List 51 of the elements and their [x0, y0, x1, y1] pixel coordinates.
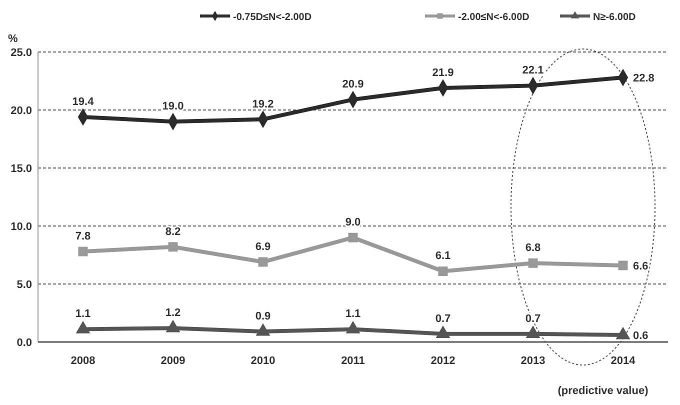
point [528, 258, 538, 268]
point [616, 326, 630, 340]
x-tick-label: 2010 [250, 355, 276, 367]
legend-label: N≥-6.00D [593, 12, 636, 23]
point [76, 320, 90, 334]
point [256, 323, 270, 336]
y-tick-label: 15.0 [10, 163, 32, 175]
data-label: 20.9 [342, 78, 364, 91]
point [618, 260, 628, 270]
data-label: 0.6 [633, 330, 648, 342]
data-label: 1.2 [165, 307, 181, 320]
x-tick-label: 2014 [610, 355, 636, 367]
data-label: 0.7 [525, 312, 541, 325]
data-label: 7.8 [75, 230, 91, 243]
x-tick-label: 2012 [430, 355, 456, 367]
data-label: 22.8 [633, 72, 654, 85]
point [436, 326, 450, 338]
point [166, 320, 180, 332]
point [348, 232, 358, 242]
point [258, 257, 268, 267]
data-label: 6.1 [435, 250, 451, 262]
y-tick-label: 10.0 [10, 221, 32, 233]
point [346, 320, 360, 334]
x-tick-label: 2009 [160, 355, 186, 367]
point [168, 242, 178, 252]
data-label: 8.2 [165, 226, 181, 238]
data-label: 0.9 [255, 310, 271, 323]
x-tick-label: 2008 [70, 355, 96, 367]
y-tick-label: 5.0 [16, 279, 32, 291]
data-label: 6.6 [633, 260, 648, 272]
data-label: 6.9 [255, 240, 271, 253]
text: (predictive value) [558, 385, 649, 397]
data-label: 6.8 [525, 242, 541, 254]
y-tick-label: 20.0 [10, 105, 32, 117]
data-label: 1.1 [345, 308, 361, 320]
x-tick-label: 2013 [520, 355, 546, 367]
legend-label: -0.75D≤N<-2.00D [233, 12, 312, 23]
data-label: 1.1 [75, 308, 91, 320]
y-tick-label: 25.0 [10, 47, 32, 59]
y-axis-title: % [8, 33, 18, 45]
data-label: 19.2 [252, 98, 274, 110]
point [78, 246, 88, 256]
data-label: 0.7 [435, 312, 451, 325]
data-label: 21.9 [432, 66, 454, 79]
legend-label: -2.00≤N<-6.00D [458, 12, 530, 23]
x-tick-label: 2011 [341, 355, 365, 367]
data-label: 22.1 [522, 64, 544, 77]
y-tick-label: 0.0 [16, 337, 32, 349]
point [526, 326, 540, 338]
point [438, 266, 448, 276]
data-label: 19.4 [72, 96, 95, 108]
